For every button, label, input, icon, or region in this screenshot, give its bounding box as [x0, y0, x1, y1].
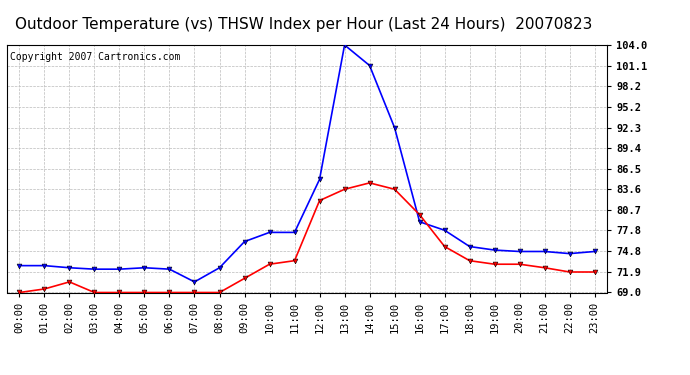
- Text: Copyright 2007 Cartronics.com: Copyright 2007 Cartronics.com: [10, 53, 180, 62]
- Text: Outdoor Temperature (vs) THSW Index per Hour (Last 24 Hours)  20070823: Outdoor Temperature (vs) THSW Index per …: [15, 17, 592, 32]
